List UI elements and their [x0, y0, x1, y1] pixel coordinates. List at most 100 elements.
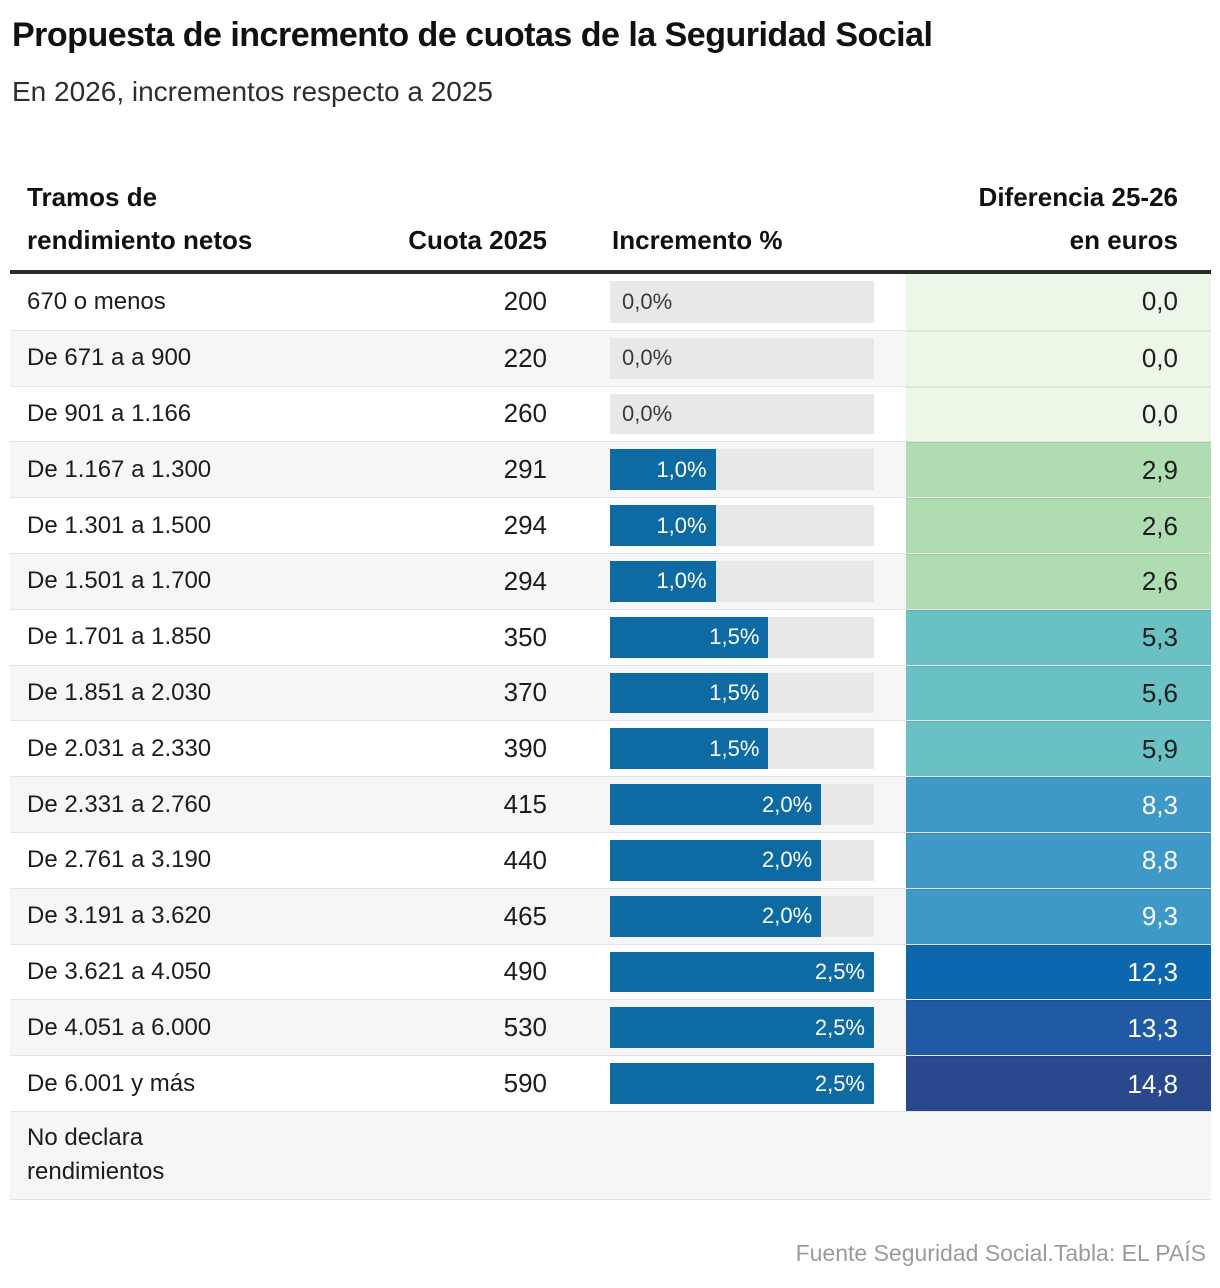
increment-bar-track: 1,0% — [610, 449, 874, 491]
increment-bar: 2,0% — [610, 895, 822, 937]
increment-bar-track: 0,0% — [610, 337, 874, 379]
increment-bar-track: 0,0% — [610, 393, 874, 435]
increment-bar: 1,0% — [610, 560, 716, 602]
row-cuota-value: 415 — [503, 789, 547, 820]
increment-bar-label: 2,0% — [762, 903, 813, 929]
column-header-tramos: Tramos de rendimiento netos — [27, 176, 252, 262]
table-row: De 2.031 a 2.330 390 1,5% 5,9 — [10, 720, 1211, 777]
table-row: De 4.051 a 6.000 530 2,5% 13,3 — [10, 999, 1211, 1056]
row-difference-cell: 2,6 — [906, 553, 1211, 609]
table-body: 670 o menos 200 0,0% 0,0 De 671 a a 900 … — [10, 274, 1211, 1200]
table-row: De 6.001 y más 590 2,5% 14,8 — [10, 1055, 1211, 1111]
row-cuota-value: 465 — [503, 900, 547, 931]
increment-bar-track: 1,5% — [610, 728, 874, 770]
increment-bar-label: 2,0% — [762, 847, 813, 873]
row-difference-cell: 5,9 — [906, 721, 1211, 777]
row-difference-cell: 0,0 — [906, 386, 1211, 442]
increment-bar: 0,0% — [610, 338, 874, 379]
row-tramo-label: De 3.191 a 3.620 — [27, 902, 212, 930]
row-tramo-label: De 1.851 a 2.030 — [27, 678, 212, 706]
page-subtitle: En 2026, incrementos respecto a 2025 — [12, 76, 493, 107]
increment-bar-track: 2,5% — [610, 951, 874, 993]
increment-bar-label: 2,5% — [814, 958, 865, 984]
increment-bar-track: 2,0% — [610, 784, 874, 825]
row-tramo-label: 670 o menos — [27, 287, 166, 315]
table-top-rule — [10, 270, 1211, 274]
increment-bar: 1,0% — [610, 449, 716, 491]
increment-bar-track: 2,5% — [610, 1007, 874, 1049]
increment-bar-label: 1,5% — [709, 624, 760, 650]
increment-bar-label: 2,5% — [814, 1070, 865, 1096]
table-row: De 1.851 a 2.030 370 1,5% 5,6 — [10, 664, 1211, 721]
table-row: De 3.621 a 4.050 490 2,5% 12,3 — [10, 943, 1211, 1000]
table-row: 670 o menos 200 0,0% 0,0 — [10, 274, 1211, 330]
page-title: Propuesta de incremento de cuotas de la … — [12, 16, 933, 54]
source-credit: Fuente Seguridad Social.Tabla: EL PAÍS — [795, 1240, 1206, 1266]
row-tramo-label: De 2.031 a 2.330 — [27, 734, 212, 762]
table-row: De 671 a a 900 220 0,0% 0,0 — [10, 329, 1211, 386]
row-cuota-value: 350 — [503, 621, 547, 652]
row-cuota-value: 530 — [503, 1012, 547, 1043]
table-row: De 2.761 a 3.190 440 2,0% 8,8 — [10, 831, 1211, 888]
row-cuota-value: 220 — [503, 342, 547, 373]
row-tramo-label: De 901 a 1.166 — [27, 399, 192, 427]
row-tramo-label: De 6.001 y más — [27, 1069, 196, 1097]
row-tramo-label: De 3.621 a 4.050 — [27, 957, 212, 985]
table-row: De 901 a 1.166 260 0,0% 0,0 — [10, 385, 1211, 442]
table-row: De 1.701 a 1.850 350 1,5% 5,3 — [10, 608, 1211, 665]
row-difference-cell: 5,3 — [906, 609, 1211, 665]
increment-bar-track: 2,0% — [610, 895, 874, 937]
increment-bar: 2,5% — [610, 951, 874, 993]
row-cuota-value: 260 — [503, 398, 547, 429]
increment-bar-label: 1,0% — [656, 456, 707, 482]
increment-bar-label: 2,5% — [814, 1014, 865, 1040]
increment-bar: 2,0% — [610, 784, 822, 825]
increment-bar-label: 0,0% — [622, 400, 673, 426]
table-header: Tramos de rendimiento netos Cuota 2025 I… — [0, 0, 1220, 270]
row-tramo-label: De 1.301 a 1.500 — [27, 511, 212, 539]
row-difference-cell: 8,8 — [906, 832, 1211, 888]
row-cuota-value: 390 — [503, 733, 547, 764]
column-header-tramos-line1: Tramos de — [27, 182, 158, 212]
increment-bar-label: 0,0% — [622, 345, 673, 371]
increment-bar-track: 1,0% — [610, 505, 874, 546]
increment-bar: 2,0% — [610, 839, 822, 881]
row-cuota-value: 294 — [503, 510, 547, 541]
increment-bar: 2,5% — [610, 1063, 874, 1104]
row-tramo-label: De 1.167 a 1.300 — [27, 455, 212, 483]
column-header-incremento: Incremento % — [612, 225, 783, 255]
no-declara-line2: rendimientos — [27, 1158, 165, 1186]
row-cuota-value: 291 — [503, 454, 547, 485]
increment-bar: 1,5% — [610, 616, 769, 658]
table-row: De 1.301 a 1.500 294 1,0% 2,6 — [10, 497, 1211, 553]
table-row: De 3.191 a 3.620 465 2,0% 9,3 — [10, 887, 1211, 944]
increment-bar-track: 1,0% — [610, 560, 874, 602]
increment-bar: 0,0% — [610, 394, 874, 435]
row-difference-cell: 14,8 — [906, 1056, 1211, 1111]
column-header-diferencia-line1: Diferencia 25-26 — [978, 182, 1178, 212]
row-tramo-label: De 1.501 a 1.700 — [27, 567, 212, 595]
row-difference-cell: 5,6 — [906, 665, 1211, 721]
row-difference-cell: 12,3 — [906, 944, 1211, 1000]
row-tramo-label: De 2.331 a 2.760 — [27, 790, 212, 818]
increment-bar-label: 0,0% — [622, 288, 673, 314]
row-difference-cell: 2,6 — [906, 498, 1211, 553]
increment-bar-label: 1,0% — [656, 568, 707, 594]
increment-bar-track: 0,0% — [610, 281, 874, 323]
row-cuota-value: 200 — [503, 286, 547, 317]
increment-bar-track: 2,0% — [610, 839, 874, 881]
increment-bar-label: 2,0% — [762, 791, 813, 817]
row-cuota-value: 294 — [503, 565, 547, 596]
row-cuota-value: 370 — [503, 677, 547, 708]
no-declara-row: No declara rendimientos — [10, 1110, 1211, 1200]
row-difference-cell: 2,9 — [906, 442, 1211, 498]
row-difference-cell: 9,3 — [906, 888, 1211, 944]
increment-bar-track: 1,5% — [610, 672, 874, 714]
row-difference-cell: 13,3 — [906, 1000, 1211, 1056]
table-row: De 1.167 a 1.300 291 1,0% 2,9 — [10, 441, 1211, 498]
increment-bar: 1,5% — [610, 672, 769, 714]
column-header-cuota: Cuota 2025 — [408, 225, 547, 255]
increment-bar: 2,5% — [610, 1007, 874, 1049]
row-cuota-value: 590 — [503, 1068, 547, 1099]
